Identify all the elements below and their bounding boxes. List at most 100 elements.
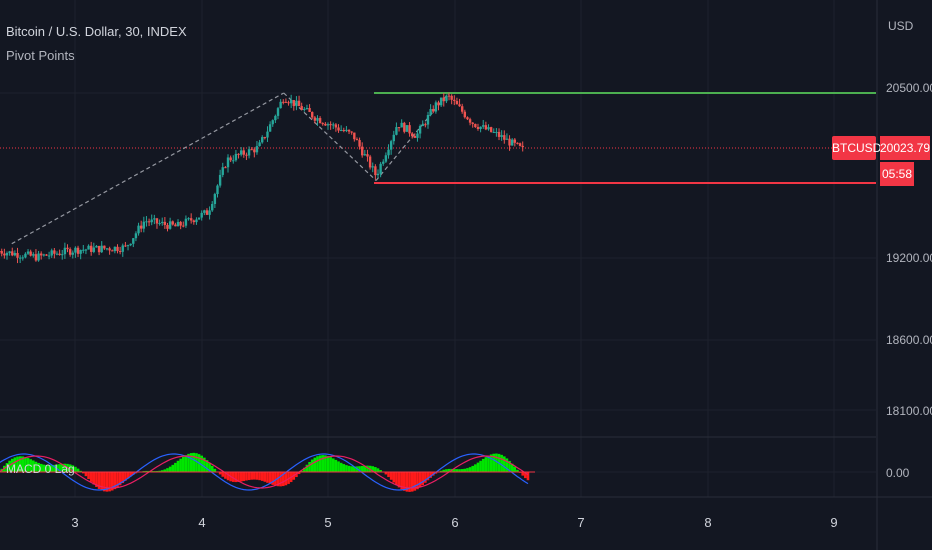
candle-body [171,221,174,225]
price-label: 20500.00 [886,81,932,95]
macd-bar [42,464,46,472]
candle-body [5,253,9,256]
date-label: 5 [324,515,332,530]
date-label: 9 [830,515,838,530]
chart-title[interactable]: Bitcoin / U.S. Dollar, 30, INDEX [6,24,187,39]
last-price-tag: 20023.79 [880,136,930,160]
candle-body [232,160,235,162]
macd-bar [184,455,188,472]
macd-bar [8,460,11,472]
candle-body [458,104,461,107]
macd-bar [58,464,61,472]
macd-bar [179,458,182,472]
candle-body [82,249,85,251]
macd-bar [313,457,317,472]
macd-bar [353,466,356,472]
macd-indicator-label[interactable]: MACD 0 Lag [6,462,75,476]
macd-bar [274,472,277,486]
macd-bar [218,472,222,475]
macd-bar [116,472,119,488]
candle-body [76,247,80,254]
macd-bar [13,457,17,472]
candle-body [466,117,469,120]
candle-body [497,131,501,137]
macd-bar [247,472,251,481]
candle-body [11,251,14,256]
macd-bar [124,472,127,481]
macd-bar [324,455,327,472]
candle-body [292,100,295,107]
macd-bar [408,472,411,492]
macd-bar [339,462,343,472]
symbol-tag: BTCUSD [832,136,881,160]
candle-body [176,221,180,227]
candle-body [182,225,185,227]
macd-bar [284,472,288,486]
candle-body [74,247,77,253]
candle-body [153,218,156,220]
macd-bar [203,457,206,472]
macd-bar [455,469,459,472]
candle-body [45,254,48,256]
candle-body [384,155,388,162]
candle-body [329,124,332,126]
macd-bar [334,459,338,472]
macd-bar [271,472,275,485]
macd-bar [447,468,451,472]
candle-body [400,122,403,128]
indicator-title[interactable]: Pivot Points [6,48,75,63]
macd-bar [403,472,406,491]
date-label: 4 [198,515,206,530]
macd-bar [60,463,64,472]
macd-bar [171,464,175,472]
candle-body [18,257,22,259]
price-label: 18600.00 [886,333,932,347]
price-label: 18100.00 [886,404,932,418]
candle-body [124,245,127,247]
candle-body [105,248,109,250]
candle-body [455,100,459,105]
candle-body [174,224,177,227]
macd-bar [105,472,109,492]
candle-body [395,127,398,135]
macd-bar [181,456,185,472]
macd-bar [5,463,9,472]
candle-body [342,130,345,132]
macd-bar [231,472,235,482]
macd-bar [113,472,117,490]
macd-axis-label: 0.00 [886,466,910,480]
candle-body [239,150,243,155]
macd-bar [487,455,490,472]
macd-bar [253,472,256,480]
macd-bar [321,455,325,472]
candle-body [134,233,138,239]
candle-body [403,122,406,132]
macd-bar [521,472,525,476]
candle-body [474,123,477,128]
macd-bar [452,469,456,472]
candle-body [161,221,164,224]
macd-bar [418,472,422,488]
macd-bar [389,472,393,480]
macd-bar [326,456,330,472]
candle-body [345,129,348,131]
candle-body [492,131,495,133]
candle-body [13,253,17,256]
macd-bar [84,472,88,477]
macd-bar [71,465,75,472]
macd-bar [108,472,111,492]
candle-body [405,125,409,132]
macd-bar [121,472,125,484]
candle-body [450,95,453,100]
macd-bar [471,465,475,472]
candle-body [392,134,395,142]
candle-body [103,245,106,249]
date-label: 8 [704,515,712,530]
candle-body [389,141,393,150]
macd-bar [224,472,227,479]
candle-body [26,251,30,254]
candle-body [487,127,490,130]
macd-bar [110,472,114,491]
macd-bar [481,458,485,472]
